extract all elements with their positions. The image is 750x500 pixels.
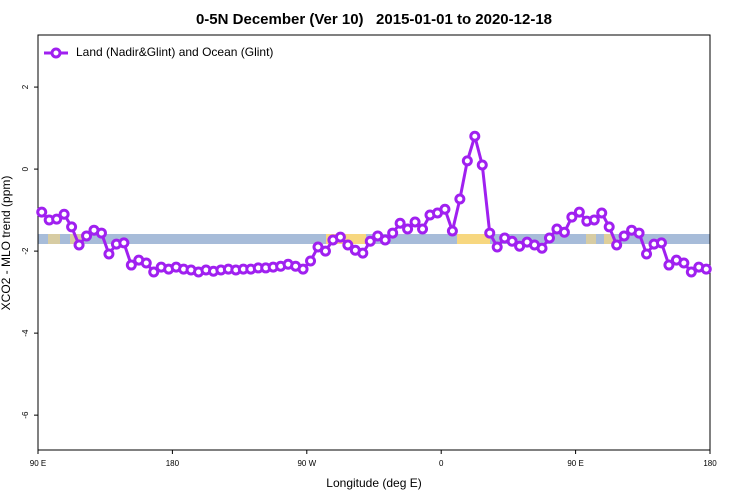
data-point	[700, 263, 712, 275]
data-point	[596, 207, 608, 219]
data-point	[588, 214, 600, 226]
x-tick-label: 0	[439, 459, 444, 468]
x-tick-label: 90 E	[567, 459, 583, 468]
data-point	[297, 263, 309, 275]
data-point	[484, 227, 496, 239]
band-land	[48, 234, 60, 244]
chart-title: 0-5N December (Ver 10) 2015-01-01 to 202…	[196, 11, 552, 28]
data-point	[685, 266, 697, 278]
data-point	[641, 248, 653, 260]
data-point	[417, 223, 429, 235]
x-tick-label: 90 W	[297, 459, 316, 468]
data-point	[58, 208, 70, 220]
data-point	[36, 206, 48, 218]
data-point	[379, 234, 391, 246]
data-point	[334, 231, 346, 243]
data-point	[66, 221, 78, 233]
data-point	[95, 227, 107, 239]
data-point	[678, 257, 690, 269]
y-tick-label: 0	[21, 166, 30, 171]
x-tick-label: 180	[166, 459, 180, 468]
data-point	[655, 237, 667, 249]
data-point	[633, 227, 645, 239]
data-point	[476, 159, 488, 171]
data-point	[603, 221, 615, 233]
data-point	[573, 206, 585, 218]
x-tick-label: 90 E	[30, 459, 46, 468]
data-point	[125, 259, 137, 271]
data-point	[618, 230, 630, 242]
data-point	[342, 239, 354, 251]
legend-label: Land (Nadir&Glint) and Ocean (Glint)	[76, 45, 273, 59]
data-point	[305, 255, 317, 267]
data-point	[140, 257, 152, 269]
band-land	[604, 234, 614, 244]
data-point	[103, 248, 115, 260]
plot-frame	[37, 34, 711, 451]
data-point	[469, 130, 481, 142]
data-point	[663, 259, 675, 271]
data-point	[454, 193, 466, 205]
series-line	[40, 130, 707, 275]
x-tick-label: 180	[703, 459, 717, 468]
data-point	[319, 245, 331, 257]
data-point	[364, 235, 376, 247]
y-tick-label: -6	[21, 411, 30, 419]
data-point	[148, 266, 160, 278]
data-point	[51, 213, 63, 225]
data-point	[394, 217, 406, 229]
data-point	[81, 230, 93, 242]
data-point	[611, 239, 623, 251]
data-point	[461, 155, 473, 167]
data-point	[409, 216, 421, 228]
data-point	[491, 241, 503, 253]
data-point	[566, 211, 578, 223]
y-axis-label: XCO2 - MLO trend (ppm)	[0, 176, 13, 311]
data-point	[446, 225, 458, 237]
y-tick-label: -2	[21, 247, 30, 255]
data-point	[439, 203, 451, 215]
legend-marker	[50, 47, 62, 59]
data-point	[506, 235, 518, 247]
band-land	[457, 234, 490, 244]
data-point	[357, 247, 369, 259]
y-tick-label: -4	[21, 329, 30, 337]
data-point	[387, 227, 399, 239]
band-land	[586, 234, 596, 244]
data-point	[73, 239, 85, 251]
data-point	[118, 237, 130, 249]
data-point	[536, 242, 548, 254]
data-point	[543, 232, 555, 244]
data-point	[402, 223, 414, 235]
y-tick-label: 2	[21, 84, 30, 89]
data-point	[558, 226, 570, 238]
x-axis-label: Longitude (deg E)	[326, 476, 421, 490]
band-land	[326, 234, 366, 244]
